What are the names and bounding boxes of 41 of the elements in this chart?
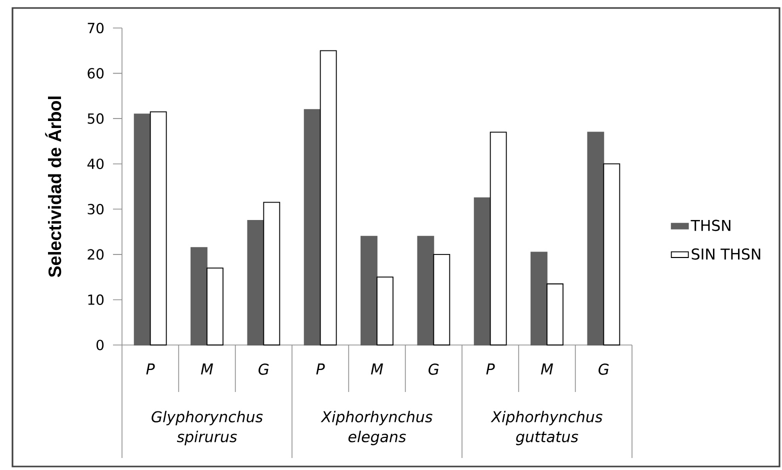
x-tick-label: G	[428, 364, 439, 375]
bar	[474, 197, 491, 346]
legend-label: SIN THSN	[692, 248, 760, 260]
bar	[263, 202, 280, 346]
y-tick-label: 0	[96, 340, 104, 350]
bar	[320, 50, 337, 346]
text: Xiphorhynchus elegans	[320, 410, 432, 446]
y-tick-label: 50	[88, 113, 104, 124]
bar	[247, 220, 264, 346]
y-tick-label: 30	[88, 204, 104, 214]
bar	[206, 268, 224, 346]
bar	[304, 109, 321, 346]
y-tick-label: 20	[88, 249, 104, 260]
bar	[417, 236, 434, 346]
x-tick-label: M	[200, 364, 214, 374]
x-tick-label: P	[486, 364, 495, 374]
bar	[546, 283, 564, 346]
x-tick-label: P	[316, 364, 325, 374]
bar	[376, 276, 394, 346]
y-axis-title: Selectividad de Árbol	[45, 96, 62, 278]
bar	[134, 114, 151, 346]
bar	[530, 252, 548, 346]
bar	[603, 163, 620, 346]
y-tick-label: 60	[88, 68, 104, 79]
bar	[190, 247, 208, 346]
x-tick-label: P	[146, 364, 155, 374]
y-tick-label: 10	[88, 294, 104, 305]
text: Glyphorynchus spirurus	[152, 410, 263, 446]
bar	[360, 236, 378, 346]
x-tick-label: G	[598, 364, 609, 375]
text: Xiphorhynchus guttatus	[490, 410, 602, 446]
bar	[490, 132, 507, 346]
legend-label: THSN	[690, 220, 730, 232]
bar	[150, 111, 167, 346]
bar	[433, 254, 450, 346]
x-tick-label: M	[540, 364, 554, 374]
y-tick-label: 70	[88, 22, 104, 34]
y-tick-label: 40	[87, 158, 104, 170]
x-tick-label: G	[258, 364, 269, 375]
bar	[587, 132, 604, 346]
x-tick-label: M	[370, 364, 384, 374]
